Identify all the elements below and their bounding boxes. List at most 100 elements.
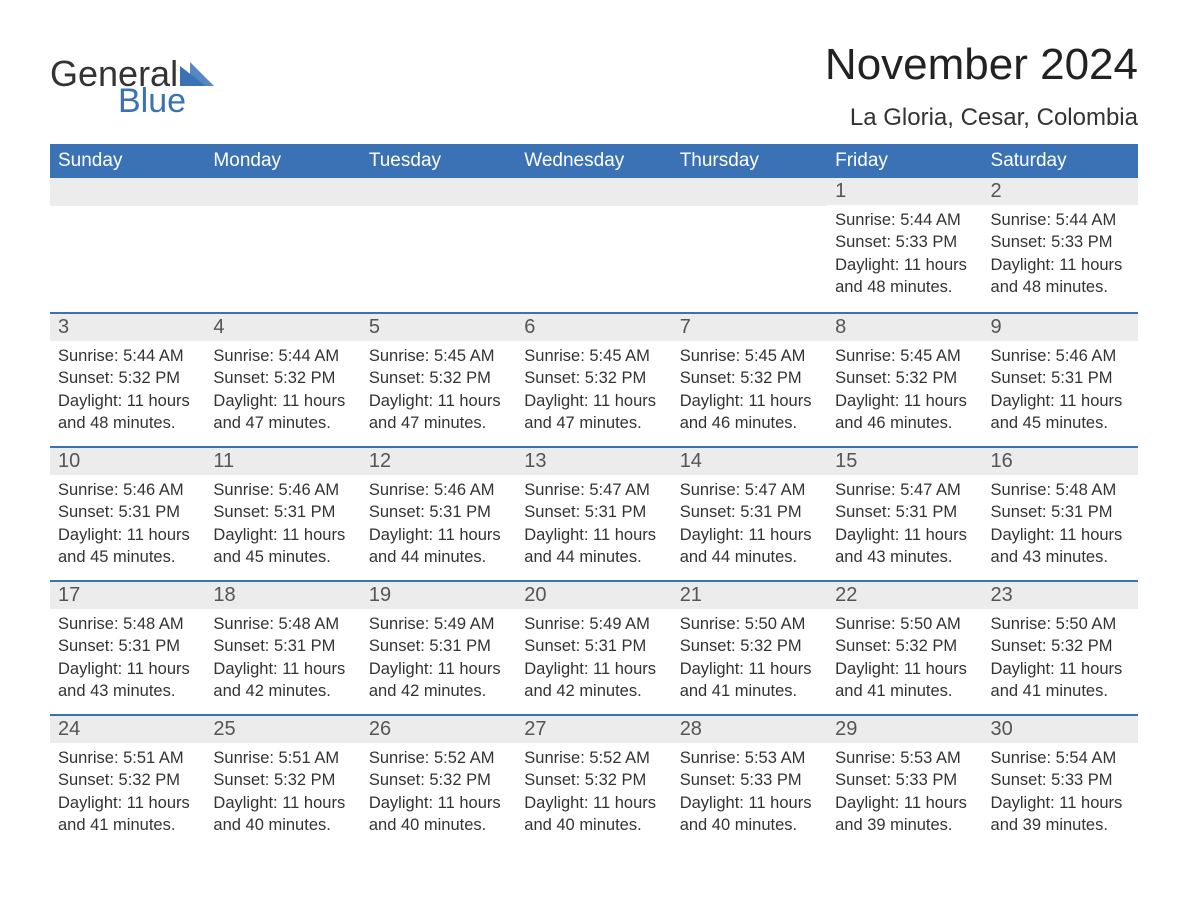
day-details: Sunrise: 5:46 AMSunset: 5:31 PMDaylight:… bbox=[983, 341, 1138, 442]
sunrise-line: Sunrise: 5:53 AM bbox=[835, 747, 974, 769]
day-number: 6 bbox=[516, 314, 671, 341]
sunrise-line: Sunrise: 5:52 AM bbox=[369, 747, 508, 769]
day-details: Sunrise: 5:46 AMSunset: 5:31 PMDaylight:… bbox=[50, 475, 205, 576]
weekday-header: Monday bbox=[205, 144, 360, 178]
sunset-line: Sunset: 5:32 PM bbox=[524, 769, 663, 791]
sunrise-line: Sunrise: 5:47 AM bbox=[680, 479, 819, 501]
sunrise-line: Sunrise: 5:44 AM bbox=[58, 345, 197, 367]
daylight-line: Daylight: 11 hours and 48 minutes. bbox=[835, 254, 974, 299]
day-details: Sunrise: 5:44 AMSunset: 5:32 PMDaylight:… bbox=[50, 341, 205, 442]
sunset-line: Sunset: 5:32 PM bbox=[680, 367, 819, 389]
day-details: Sunrise: 5:45 AMSunset: 5:32 PMDaylight:… bbox=[672, 341, 827, 442]
calendar-day-cell: 10Sunrise: 5:46 AMSunset: 5:31 PMDayligh… bbox=[50, 446, 205, 580]
day-number: 3 bbox=[50, 314, 205, 341]
daylight-line: Daylight: 11 hours and 41 minutes. bbox=[58, 792, 197, 837]
calendar-day-cell: 14Sunrise: 5:47 AMSunset: 5:31 PMDayligh… bbox=[672, 446, 827, 580]
daylight-line: Daylight: 11 hours and 47 minutes. bbox=[213, 390, 352, 435]
day-details: Sunrise: 5:50 AMSunset: 5:32 PMDaylight:… bbox=[827, 609, 982, 710]
day-details: Sunrise: 5:47 AMSunset: 5:31 PMDaylight:… bbox=[672, 475, 827, 576]
day-details: Sunrise: 5:48 AMSunset: 5:31 PMDaylight:… bbox=[983, 475, 1138, 576]
calendar-day-cell: 23Sunrise: 5:50 AMSunset: 5:32 PMDayligh… bbox=[983, 580, 1138, 714]
calendar-week-row: 10Sunrise: 5:46 AMSunset: 5:31 PMDayligh… bbox=[50, 446, 1138, 580]
sunset-line: Sunset: 5:33 PM bbox=[835, 231, 974, 253]
day-number: 23 bbox=[983, 582, 1138, 609]
day-number: 21 bbox=[672, 582, 827, 609]
daylight-line: Daylight: 11 hours and 45 minutes. bbox=[213, 524, 352, 569]
calendar-empty-cell bbox=[205, 178, 360, 312]
calendar-day-cell: 29Sunrise: 5:53 AMSunset: 5:33 PMDayligh… bbox=[827, 714, 982, 848]
day-details: Sunrise: 5:53 AMSunset: 5:33 PMDaylight:… bbox=[827, 743, 982, 844]
daylight-line: Daylight: 11 hours and 44 minutes. bbox=[369, 524, 508, 569]
day-number: 29 bbox=[827, 716, 982, 743]
day-details: Sunrise: 5:44 AMSunset: 5:33 PMDaylight:… bbox=[983, 205, 1138, 306]
calendar-day-cell: 8Sunrise: 5:45 AMSunset: 5:32 PMDaylight… bbox=[827, 312, 982, 446]
calendar-table: SundayMondayTuesdayWednesdayThursdayFrid… bbox=[50, 144, 1138, 848]
daylight-line: Daylight: 11 hours and 42 minutes. bbox=[213, 658, 352, 703]
calendar-week-row: 17Sunrise: 5:48 AMSunset: 5:31 PMDayligh… bbox=[50, 580, 1138, 714]
day-details: Sunrise: 5:45 AMSunset: 5:32 PMDaylight:… bbox=[827, 341, 982, 442]
sunrise-line: Sunrise: 5:48 AM bbox=[991, 479, 1130, 501]
title-block: November 2024 La Gloria, Cesar, Colombia bbox=[825, 40, 1138, 132]
daylight-line: Daylight: 11 hours and 42 minutes. bbox=[369, 658, 508, 703]
sunrise-line: Sunrise: 5:45 AM bbox=[680, 345, 819, 367]
sunrise-line: Sunrise: 5:45 AM bbox=[524, 345, 663, 367]
sunrise-line: Sunrise: 5:44 AM bbox=[213, 345, 352, 367]
calendar-day-cell: 13Sunrise: 5:47 AMSunset: 5:31 PMDayligh… bbox=[516, 446, 671, 580]
day-number: 28 bbox=[672, 716, 827, 743]
day-number: 9 bbox=[983, 314, 1138, 341]
calendar-day-cell: 11Sunrise: 5:46 AMSunset: 5:31 PMDayligh… bbox=[205, 446, 360, 580]
sunrise-line: Sunrise: 5:46 AM bbox=[58, 479, 197, 501]
sunset-line: Sunset: 5:32 PM bbox=[991, 635, 1130, 657]
calendar-empty-cell bbox=[516, 178, 671, 312]
sunrise-line: Sunrise: 5:45 AM bbox=[835, 345, 974, 367]
logo-word-blue: Blue bbox=[118, 84, 214, 118]
calendar-day-cell: 27Sunrise: 5:52 AMSunset: 5:32 PMDayligh… bbox=[516, 714, 671, 848]
day-number: 5 bbox=[361, 314, 516, 341]
day-number: 22 bbox=[827, 582, 982, 609]
daylight-line: Daylight: 11 hours and 42 minutes. bbox=[524, 658, 663, 703]
day-details: Sunrise: 5:52 AMSunset: 5:32 PMDaylight:… bbox=[361, 743, 516, 844]
day-details: Sunrise: 5:51 AMSunset: 5:32 PMDaylight:… bbox=[205, 743, 360, 844]
sunset-line: Sunset: 5:33 PM bbox=[991, 231, 1130, 253]
sunrise-line: Sunrise: 5:51 AM bbox=[213, 747, 352, 769]
day-number: 4 bbox=[205, 314, 360, 341]
day-number: 11 bbox=[205, 448, 360, 475]
sunset-line: Sunset: 5:32 PM bbox=[835, 635, 974, 657]
logo: General Blue bbox=[50, 40, 214, 118]
sunrise-line: Sunrise: 5:44 AM bbox=[991, 209, 1130, 231]
sunrise-line: Sunrise: 5:52 AM bbox=[524, 747, 663, 769]
calendar-day-cell: 20Sunrise: 5:49 AMSunset: 5:31 PMDayligh… bbox=[516, 580, 671, 714]
daylight-line: Daylight: 11 hours and 39 minutes. bbox=[991, 792, 1130, 837]
day-number: 16 bbox=[983, 448, 1138, 475]
sunset-line: Sunset: 5:32 PM bbox=[369, 769, 508, 791]
sunset-line: Sunset: 5:31 PM bbox=[524, 635, 663, 657]
day-details: Sunrise: 5:50 AMSunset: 5:32 PMDaylight:… bbox=[672, 609, 827, 710]
sunset-line: Sunset: 5:32 PM bbox=[213, 367, 352, 389]
day-details: Sunrise: 5:51 AMSunset: 5:32 PMDaylight:… bbox=[50, 743, 205, 844]
calendar-week-row: 24Sunrise: 5:51 AMSunset: 5:32 PMDayligh… bbox=[50, 714, 1138, 848]
day-number: 7 bbox=[672, 314, 827, 341]
calendar-day-cell: 1Sunrise: 5:44 AMSunset: 5:33 PMDaylight… bbox=[827, 178, 982, 312]
daylight-line: Daylight: 11 hours and 43 minutes. bbox=[835, 524, 974, 569]
sunset-line: Sunset: 5:31 PM bbox=[524, 501, 663, 523]
daylight-line: Daylight: 11 hours and 39 minutes. bbox=[835, 792, 974, 837]
daylight-line: Daylight: 11 hours and 40 minutes. bbox=[680, 792, 819, 837]
calendar-empty-cell bbox=[672, 178, 827, 312]
sunset-line: Sunset: 5:31 PM bbox=[991, 501, 1130, 523]
day-details: Sunrise: 5:46 AMSunset: 5:31 PMDaylight:… bbox=[361, 475, 516, 576]
calendar-day-cell: 15Sunrise: 5:47 AMSunset: 5:31 PMDayligh… bbox=[827, 446, 982, 580]
sunrise-line: Sunrise: 5:47 AM bbox=[524, 479, 663, 501]
calendar-empty-cell bbox=[361, 178, 516, 312]
day-details: Sunrise: 5:50 AMSunset: 5:32 PMDaylight:… bbox=[983, 609, 1138, 710]
calendar-day-cell: 25Sunrise: 5:51 AMSunset: 5:32 PMDayligh… bbox=[205, 714, 360, 848]
sunset-line: Sunset: 5:31 PM bbox=[369, 501, 508, 523]
sunset-line: Sunset: 5:32 PM bbox=[524, 367, 663, 389]
day-number: 18 bbox=[205, 582, 360, 609]
day-number: 2 bbox=[983, 178, 1138, 205]
sunrise-line: Sunrise: 5:50 AM bbox=[680, 613, 819, 635]
day-number: 8 bbox=[827, 314, 982, 341]
day-details: Sunrise: 5:54 AMSunset: 5:33 PMDaylight:… bbox=[983, 743, 1138, 844]
sunrise-line: Sunrise: 5:48 AM bbox=[213, 613, 352, 635]
sunset-line: Sunset: 5:33 PM bbox=[835, 769, 974, 791]
day-details: Sunrise: 5:49 AMSunset: 5:31 PMDaylight:… bbox=[516, 609, 671, 710]
